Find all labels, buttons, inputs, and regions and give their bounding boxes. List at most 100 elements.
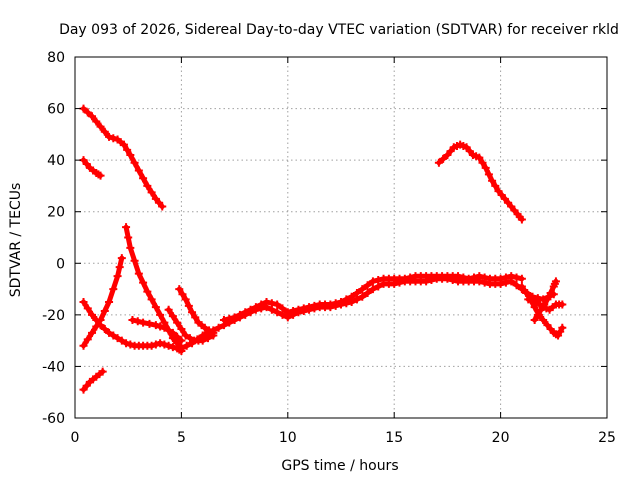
data-point [546, 288, 555, 297]
data-point [173, 318, 182, 327]
x-axis-label: GPS time / hours [281, 458, 398, 474]
data-point [113, 272, 122, 281]
data-point [368, 277, 377, 286]
data-point [235, 310, 244, 319]
data-point [147, 295, 156, 304]
data-series [79, 297, 186, 355]
data-point [83, 108, 92, 117]
data-point [122, 223, 131, 232]
data-point [501, 273, 510, 282]
data-point [79, 297, 88, 306]
data-point [105, 328, 114, 337]
data-point [439, 154, 448, 163]
data-point [115, 263, 124, 272]
x-tick-label: 0 [71, 430, 80, 446]
data-point [83, 335, 92, 344]
data-point [522, 288, 531, 297]
data-point [289, 306, 298, 315]
plot-data [79, 104, 567, 394]
data-point [177, 336, 186, 345]
data-point [241, 308, 250, 317]
data-point [278, 304, 287, 313]
data-point [100, 306, 109, 315]
data-series [434, 140, 526, 224]
data-point [219, 316, 228, 325]
data-point [175, 285, 184, 294]
y-tick-label: 40 [47, 153, 65, 169]
data-point [368, 285, 377, 294]
data-point [133, 317, 142, 326]
data-point [185, 334, 194, 343]
data-point [143, 181, 152, 190]
data-point [257, 300, 266, 309]
data-point [491, 181, 500, 190]
data-point [83, 304, 92, 313]
data-point [124, 233, 133, 242]
data-point [488, 176, 497, 185]
data-point [517, 274, 526, 283]
data-point [122, 339, 131, 348]
data-point [294, 305, 303, 314]
x-tick-label: 25 [598, 430, 616, 446]
data-point [512, 273, 521, 282]
data-point [406, 273, 415, 282]
data-point [214, 323, 223, 332]
data-point [191, 313, 200, 322]
data-point [517, 215, 526, 224]
data-point [507, 272, 516, 281]
data-point [88, 112, 97, 121]
data-point [200, 323, 209, 332]
y-tick-label: 80 [47, 50, 65, 66]
data-point [100, 325, 109, 334]
data-point [151, 340, 160, 349]
data-point [539, 316, 548, 325]
data-point [88, 310, 97, 319]
data-point [484, 170, 493, 179]
data-point [299, 304, 308, 313]
data-point [267, 299, 276, 308]
data-point [464, 274, 473, 283]
data-point [310, 301, 319, 310]
data-point [143, 287, 152, 296]
data-point [177, 344, 186, 353]
data-point [337, 297, 345, 306]
data-point [246, 305, 255, 314]
data-point [459, 273, 468, 282]
data-point [543, 295, 552, 304]
data-point [168, 312, 177, 321]
data-point [283, 308, 292, 317]
data-point [537, 305, 546, 314]
data-point [109, 285, 118, 294]
data-point [126, 243, 135, 252]
data-point [512, 281, 521, 290]
data-point [164, 341, 173, 350]
data-series [79, 104, 167, 211]
x-tick-label: 10 [279, 430, 297, 446]
data-point [96, 171, 105, 180]
data-series [122, 223, 186, 353]
data-point [105, 132, 114, 141]
data-point [177, 325, 186, 334]
data-point [358, 285, 367, 294]
data-point [400, 274, 409, 283]
data-point [117, 336, 126, 345]
data-series [79, 156, 105, 180]
data-point [160, 323, 169, 332]
data-point [184, 301, 193, 310]
data-point [533, 310, 542, 319]
y-tick-label: 20 [47, 205, 65, 221]
data-point [117, 254, 126, 263]
data-point [225, 314, 234, 323]
data-point [204, 328, 212, 337]
y-tick-label: 60 [47, 102, 65, 118]
data-point [181, 295, 190, 304]
data-series [128, 316, 186, 345]
grid [75, 57, 607, 418]
data-point [478, 158, 487, 167]
data-point [109, 331, 118, 340]
data-point [79, 341, 88, 350]
data-point [347, 292, 356, 301]
data-point [528, 296, 537, 305]
data-point [92, 117, 101, 126]
